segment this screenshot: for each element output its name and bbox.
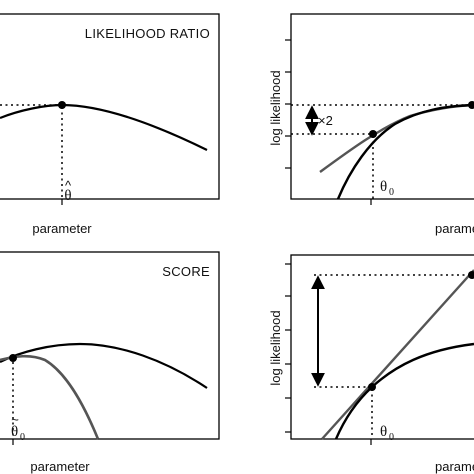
times-two-annotation: ×2: [318, 113, 333, 128]
panel-likelihood-ratio: LIKELIHOOD RATIO θ ^ parameter: [0, 14, 219, 236]
mle-point: [468, 101, 474, 109]
x-axis-label: parameter: [32, 221, 92, 236]
panel-tangent: log likelihood θ 0 parameter: [268, 255, 474, 474]
theta0-label: θ: [380, 179, 387, 195]
y-axis-label: log likelihood: [268, 70, 283, 145]
x-axis-label: parameter: [435, 459, 474, 474]
panel-score: SCORE θ 0 ~ parameter: [0, 252, 219, 474]
theta0-subscript: 0: [389, 187, 394, 198]
log-likelihood-curve: [336, 344, 474, 439]
x-axis-label: parameter: [30, 459, 90, 474]
log-likelihood-curve: [0, 344, 207, 388]
plot-frame: [0, 14, 219, 199]
plot-frame: [0, 252, 219, 439]
theta0-point: [368, 383, 376, 391]
tilde-accent: ~: [11, 412, 19, 427]
theta0-point: [369, 130, 377, 138]
log-likelihood-curve: [0, 105, 207, 150]
theta-tilde-point: [9, 354, 17, 362]
theta-tilde-subscript: 0: [20, 432, 25, 443]
log-likelihood-curve: [338, 105, 474, 199]
theta0-label: θ: [380, 424, 387, 440]
panel-title: LIKELIHOOD RATIO: [85, 26, 210, 41]
panel-title: SCORE: [162, 264, 210, 279]
mle-point: [58, 101, 66, 109]
quadratic-approx-curve: [320, 105, 474, 172]
x-axis-label: parameter: [435, 221, 474, 236]
tangent-line: [322, 270, 474, 439]
y-axis-label: log likelihood: [268, 310, 283, 385]
theta0-subscript: 0: [389, 432, 394, 443]
hat-accent: ^: [65, 178, 72, 193]
tangent-end-point: [468, 271, 474, 279]
panel-wald: log likelihood ×2 θ 0 parameter: [268, 14, 474, 236]
